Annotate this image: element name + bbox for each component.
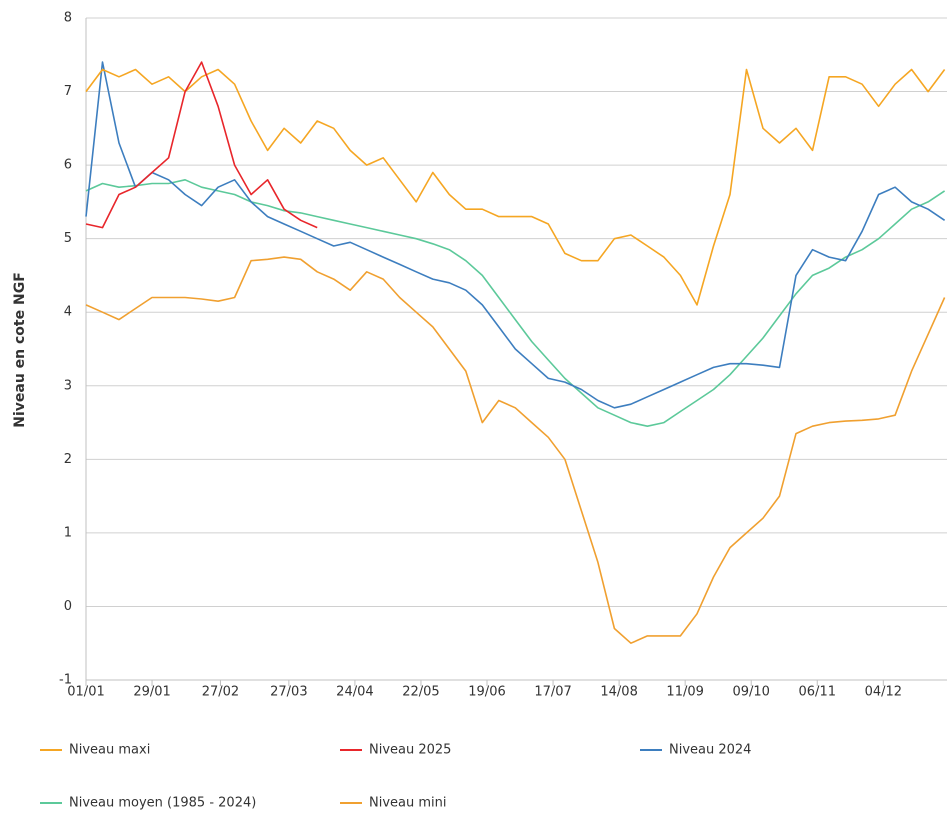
y-tick-label: 6 bbox=[64, 158, 72, 173]
y-tick-label: 4 bbox=[64, 305, 72, 320]
series-line bbox=[85, 68, 946, 306]
series-line bbox=[85, 61, 946, 409]
series-line bbox=[85, 256, 946, 644]
x-tick-label: 19/06 bbox=[468, 685, 505, 700]
x-tick-label: 11/09 bbox=[666, 685, 703, 700]
x-tick-label: 22/05 bbox=[402, 685, 439, 700]
y-tick-label: 0 bbox=[64, 599, 72, 614]
x-tick-label: 14/08 bbox=[600, 685, 637, 700]
x-tick-label: 24/04 bbox=[336, 685, 373, 700]
y-axis-label: Niveau en cote NGF bbox=[12, 272, 28, 428]
x-tick-label: 27/03 bbox=[270, 685, 307, 700]
y-tick-label: 5 bbox=[64, 231, 72, 246]
x-tick-label: 01/01 bbox=[67, 685, 104, 700]
series-line bbox=[85, 179, 946, 427]
y-tick-label: -1 bbox=[59, 673, 72, 688]
legend-label: Niveau maxi bbox=[69, 743, 150, 758]
series-line bbox=[85, 61, 318, 229]
x-tick-label: 06/11 bbox=[799, 685, 836, 700]
legend-label: Niveau moyen (1985 - 2024) bbox=[69, 796, 256, 811]
legend-label: Niveau 2025 bbox=[369, 743, 451, 758]
y-tick-label: 2 bbox=[64, 452, 72, 467]
y-tick-label: 7 bbox=[64, 84, 72, 99]
x-tick-label: 04/12 bbox=[865, 685, 902, 700]
legend-label: Niveau mini bbox=[369, 796, 447, 811]
x-tick-label: 09/10 bbox=[732, 685, 769, 700]
legend-label: Niveau 2024 bbox=[669, 743, 751, 758]
x-tick-label: 17/07 bbox=[534, 685, 571, 700]
x-tick-label: 29/01 bbox=[133, 685, 170, 700]
x-tick-label: 27/02 bbox=[202, 685, 239, 700]
y-tick-label: 3 bbox=[64, 378, 72, 393]
y-tick-label: 1 bbox=[64, 525, 72, 540]
y-tick-label: 8 bbox=[64, 11, 72, 26]
